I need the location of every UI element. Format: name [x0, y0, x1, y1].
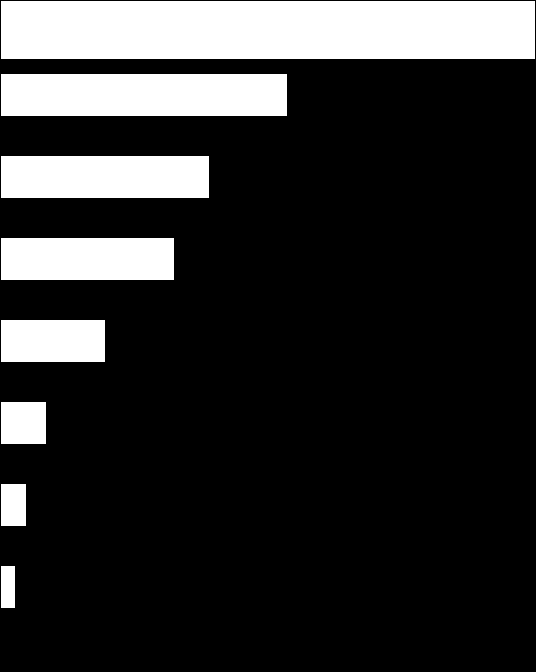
bar-1 [1, 156, 209, 198]
bar-5 [1, 484, 26, 526]
bar-0 [1, 74, 287, 116]
chart-frame [0, 0, 536, 672]
bar-3 [1, 320, 105, 362]
bar-4 [1, 402, 46, 444]
bar-6 [1, 566, 15, 608]
plot-area [1, 59, 536, 672]
bar-2 [1, 238, 174, 280]
